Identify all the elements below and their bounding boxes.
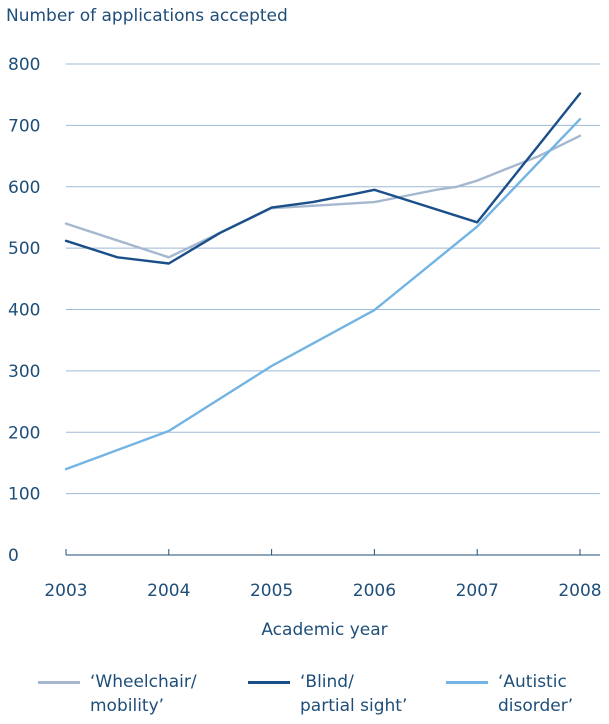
y-tick-label: 700 [8, 116, 40, 136]
legend-label-autistic: ‘Autistic disorder’ [498, 672, 574, 716]
y-tick-label: 200 [8, 423, 40, 443]
legend-label-wheelchair: ‘Wheelchair/ mobility’ [90, 672, 197, 716]
legend-swatch-wheelchair [38, 681, 80, 684]
y-tick-label: 800 [8, 55, 40, 75]
y-axis-label: Number of applications accepted [6, 6, 288, 26]
y-tick-label: 400 [8, 301, 40, 321]
legend-label-blind: ‘Blind/ partial sight’ [300, 672, 408, 716]
y-tick-label: 0 [8, 546, 19, 566]
y-tick-label: 300 [8, 362, 40, 382]
y-tick-label: 100 [8, 485, 40, 505]
series-line-0 [64, 134, 582, 259]
x-tick-label: 2003 [44, 581, 87, 601]
series-line-1 [64, 92, 582, 265]
legend-swatch-autistic [446, 681, 488, 684]
y-tick-label: 500 [8, 239, 40, 259]
legend: ‘Wheelchair/ mobility’ ‘Blind/ partial s… [0, 670, 609, 724]
y-tick-label: 600 [8, 178, 40, 198]
x-axis-label: Academic year [261, 620, 388, 640]
legend-item-autistic: ‘Autistic disorder’ [446, 670, 573, 718]
x-tick-label: 2006 [353, 581, 396, 601]
legend-item-wheelchair: ‘Wheelchair/ mobility’ [38, 670, 197, 718]
x-tick-label: 2007 [456, 581, 499, 601]
x-tick-label: 2008 [558, 581, 601, 601]
legend-swatch-blind [248, 681, 290, 684]
x-tick-label: 2005 [250, 581, 293, 601]
legend-item-blind: ‘Blind/ partial sight’ [248, 670, 407, 718]
x-tick-label: 2004 [147, 581, 190, 601]
series-line-2 [64, 117, 582, 471]
